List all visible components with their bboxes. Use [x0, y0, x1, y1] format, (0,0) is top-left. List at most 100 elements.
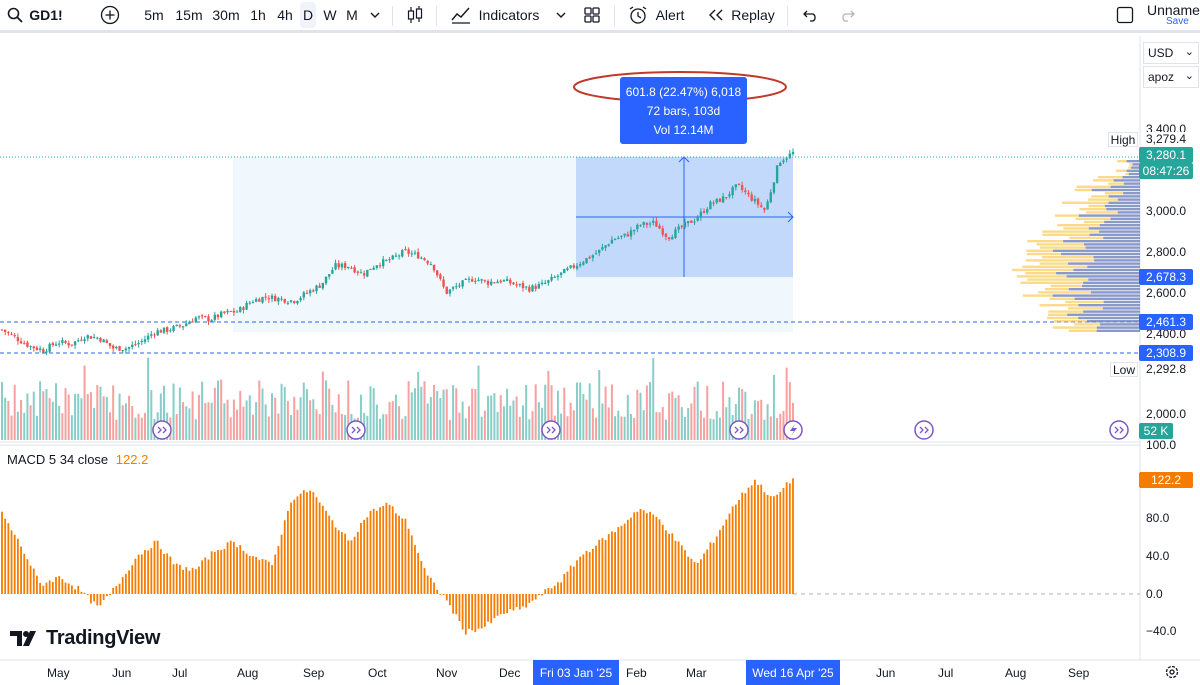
chevron-down-icon[interactable]: [552, 0, 570, 30]
volume-bar: [131, 406, 134, 440]
volume-bar: [261, 388, 264, 440]
volume-bar: [703, 417, 706, 440]
macd-bar: [490, 594, 493, 624]
candle-body: [321, 282, 325, 289]
macd-bar: [429, 577, 432, 594]
currency-select[interactable]: USD ⌄: [1143, 42, 1199, 64]
candle-body: [216, 314, 220, 318]
macd-bar: [13, 534, 16, 594]
volume-bar: [776, 417, 779, 440]
macd-bar: [579, 556, 582, 594]
indicators-button[interactable]: Indicators: [478, 7, 540, 23]
volume-bar: [325, 380, 328, 440]
candle-body: [134, 343, 137, 345]
timeframe-m[interactable]: M: [346, 7, 358, 23]
macd-legend[interactable]: MACD 5 34 close 122.2: [7, 452, 148, 467]
price-tick: 2,000.0: [1146, 407, 1187, 421]
candle-body: [607, 244, 610, 246]
candle-body: [747, 192, 750, 195]
macd-bar: [779, 492, 782, 594]
event-markers[interactable]: [152, 420, 1129, 440]
undo-icon[interactable]: [800, 0, 822, 30]
chevron-down-icon[interactable]: [366, 0, 384, 30]
candle-body: [493, 282, 496, 284]
volume-profile-bar: [1083, 310, 1140, 313]
replay-icon[interactable]: [705, 0, 727, 30]
macd-bar: [61, 579, 64, 594]
candles-icon[interactable]: [404, 0, 426, 30]
symbol-name[interactable]: GD1!: [29, 7, 63, 23]
layout-grid-icon[interactable]: [580, 0, 604, 30]
volume-bar: [236, 409, 239, 440]
search-icon[interactable]: [6, 0, 24, 30]
alarm-clock-icon[interactable]: [626, 0, 650, 30]
candle-body: [712, 202, 715, 204]
volume-bar: [779, 413, 782, 440]
candle-body: [744, 190, 747, 193]
timeframe-w[interactable]: W: [323, 7, 337, 23]
macd-bar: [452, 594, 454, 614]
timeframe-4h[interactable]: 4h: [277, 7, 293, 23]
volume-bar: [569, 402, 572, 440]
volume-bar: [601, 403, 604, 440]
volume-bar: [280, 383, 283, 440]
add-symbol-icon[interactable]: [96, 0, 124, 30]
candle-body: [639, 225, 642, 227]
volume-bar: [712, 419, 715, 440]
candle-body: [448, 289, 452, 294]
volume-bar: [213, 387, 216, 440]
volume-bar: [388, 402, 391, 440]
volume-bar: [321, 371, 324, 440]
candle-body: [788, 153, 792, 158]
candle-body: [502, 280, 506, 282]
settings-gear-icon[interactable]: [1164, 664, 1180, 685]
candle-body: [677, 226, 680, 230]
candle-body: [131, 344, 134, 348]
timeframe-d[interactable]: D: [300, 2, 316, 28]
timeframe-1h[interactable]: 1h: [250, 7, 266, 23]
level-badge-1[interactable]: 2,461.3: [1139, 314, 1193, 330]
volume-bar: [128, 395, 131, 440]
redo-icon[interactable]: [836, 0, 858, 30]
unit-select[interactable]: apoz ⌄: [1143, 66, 1199, 88]
macd-bar: [124, 573, 127, 594]
volume-bar: [86, 394, 89, 440]
macd-bar: [738, 499, 740, 594]
chart-canvas[interactable]: [0, 36, 1200, 666]
indicators-icon[interactable]: [450, 0, 472, 30]
candle-body: [785, 158, 788, 160]
macd-bar: [379, 507, 381, 594]
price-tick: 3,000.0: [1146, 204, 1187, 218]
candle-body: [702, 211, 706, 213]
volume-bar: [217, 380, 220, 440]
volume-bar: [429, 396, 432, 440]
macd-bar: [763, 492, 766, 594]
volume-bar: [305, 389, 308, 440]
candle-body: [382, 259, 385, 267]
time-tick: Jun: [112, 666, 132, 680]
volume-bar: [340, 414, 343, 440]
replay-button[interactable]: Replay: [731, 7, 775, 23]
macd-bar: [32, 568, 35, 594]
timeframe-30m[interactable]: 30m: [212, 7, 240, 23]
volume-bar: [575, 382, 578, 440]
timeframe-15m[interactable]: 15m: [175, 7, 203, 23]
volume-bar: [77, 393, 80, 440]
alert-button[interactable]: Alert: [655, 7, 685, 23]
candle-body: [302, 292, 305, 298]
volume-profile-bar: [1086, 211, 1140, 214]
layout-square-icon[interactable]: [1114, 0, 1136, 30]
volume-bar: [137, 413, 140, 440]
macd-bar: [588, 552, 591, 594]
level-badge-2[interactable]: 2,308.9: [1139, 345, 1193, 361]
save-button[interactable]: Save: [1166, 16, 1189, 27]
candle-body: [239, 307, 242, 312]
last-price-badge: 3,280.1: [1139, 147, 1193, 163]
volume-bar: [394, 394, 397, 440]
volume-profile-bar: [1108, 201, 1140, 204]
volume-bar: [226, 399, 229, 440]
layout-name[interactable]: Unnamed: [1147, 2, 1200, 18]
candle-body: [436, 270, 439, 276]
timeframe-5m[interactable]: 5m: [144, 7, 164, 23]
volume-bar: [766, 404, 769, 440]
